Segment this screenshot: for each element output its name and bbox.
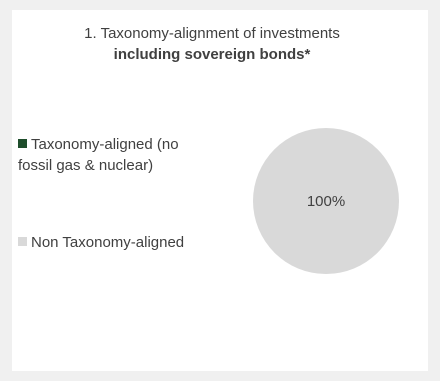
chart-title-line2: including sovereign bonds* <box>113 46 311 63</box>
legend-label-non-taxonomy-aligned: Non Taxonomy-aligned <box>31 234 185 251</box>
legend-label-taxonomy-aligned-line1: Taxonomy-aligned (no <box>31 136 179 153</box>
legend-item-taxonomy-aligned: Taxonomy-aligned (no fossil gas & nuclea… <box>18 134 238 176</box>
pie-data-label-1: 100% <box>307 193 345 210</box>
chart-panel: 1. Taxonomy-alignment of investments inc… <box>12 10 428 371</box>
legend-label-taxonomy-aligned-line2: fossil gas & nuclear) <box>18 157 154 174</box>
chart-title-line1: 1. Taxonomy-alignment of investments <box>84 25 340 42</box>
pie-slice-1 <box>253 128 399 274</box>
legend-swatch-non-taxonomy-aligned <box>18 237 27 246</box>
chart-title: 1. Taxonomy-alignment of investments inc… <box>12 23 412 65</box>
legend-swatch-taxonomy-aligned <box>18 139 27 148</box>
pie-chart: 100% <box>253 128 399 274</box>
legend-item-non-taxonomy-aligned: Non Taxonomy-aligned <box>18 232 248 253</box>
